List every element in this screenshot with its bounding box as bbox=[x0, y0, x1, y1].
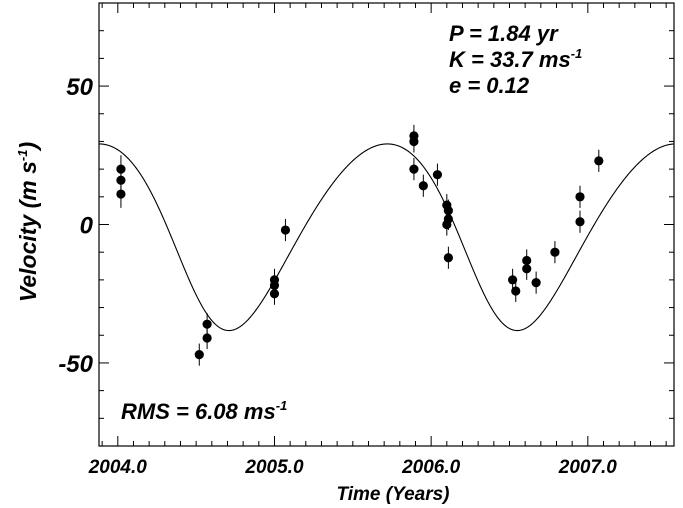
x-axis-label: Time (Years) bbox=[337, 484, 450, 505]
x-tick-label: 2007.0 bbox=[558, 457, 618, 478]
data-point bbox=[594, 156, 604, 166]
data-point bbox=[116, 189, 126, 199]
y-axis-label-sup: -1 bbox=[15, 150, 30, 162]
data-point bbox=[409, 164, 419, 174]
amplitude-annotation-main: K = 33.7 ms bbox=[449, 47, 571, 72]
plot-frame bbox=[98, 2, 675, 447]
data-point bbox=[550, 247, 560, 257]
data-point bbox=[202, 333, 212, 343]
eccentricity-annotation: e = 0.12 bbox=[449, 73, 530, 98]
y-tick-label: -50 bbox=[58, 351, 93, 378]
y-axis-label: Velocity (m s-1) bbox=[15, 142, 41, 302]
data-point bbox=[522, 264, 532, 274]
y-tick-label: 0 bbox=[80, 213, 94, 240]
data-point bbox=[442, 219, 452, 230]
orbit-model-curve bbox=[98, 143, 675, 332]
data-point bbox=[202, 319, 212, 329]
data-point bbox=[531, 278, 541, 288]
amplitude-annotation: K = 33.7 ms-1 bbox=[449, 46, 582, 72]
x-tick-label: 2004.0 bbox=[88, 457, 148, 478]
amplitude-annotation-sup: -1 bbox=[571, 46, 583, 61]
rms-annotation: RMS = 6.08 ms-1 bbox=[121, 398, 287, 424]
data-point bbox=[194, 350, 204, 360]
data-point bbox=[511, 286, 521, 296]
period-annotation: P = 1.84 yr bbox=[449, 21, 559, 46]
axis-ticks bbox=[99, 2, 674, 447]
data-point bbox=[575, 217, 585, 227]
tick-labels: 2004.0 2005.0 2006.0 2007.0 50 0 -50 bbox=[58, 74, 617, 478]
data-points bbox=[116, 124, 604, 366]
y-axis-label-close: ) bbox=[15, 142, 41, 153]
rms-annotation-sup: -1 bbox=[276, 398, 288, 413]
y-axis-label-main: Velocity (m s bbox=[15, 161, 41, 302]
data-point bbox=[443, 253, 453, 263]
data-point bbox=[575, 192, 585, 202]
x-tick-label: 2005.0 bbox=[244, 457, 304, 478]
data-point bbox=[418, 181, 428, 191]
x-tick-label: 2006.0 bbox=[401, 457, 461, 478]
y-tick-label: 50 bbox=[66, 74, 93, 101]
rms-annotation-main: RMS = 6.08 ms bbox=[121, 399, 276, 424]
data-point bbox=[409, 136, 419, 147]
data-point bbox=[280, 225, 291, 235]
data-point bbox=[116, 175, 126, 185]
data-point bbox=[508, 275, 518, 285]
data-point bbox=[432, 170, 443, 180]
data-point bbox=[269, 289, 280, 299]
